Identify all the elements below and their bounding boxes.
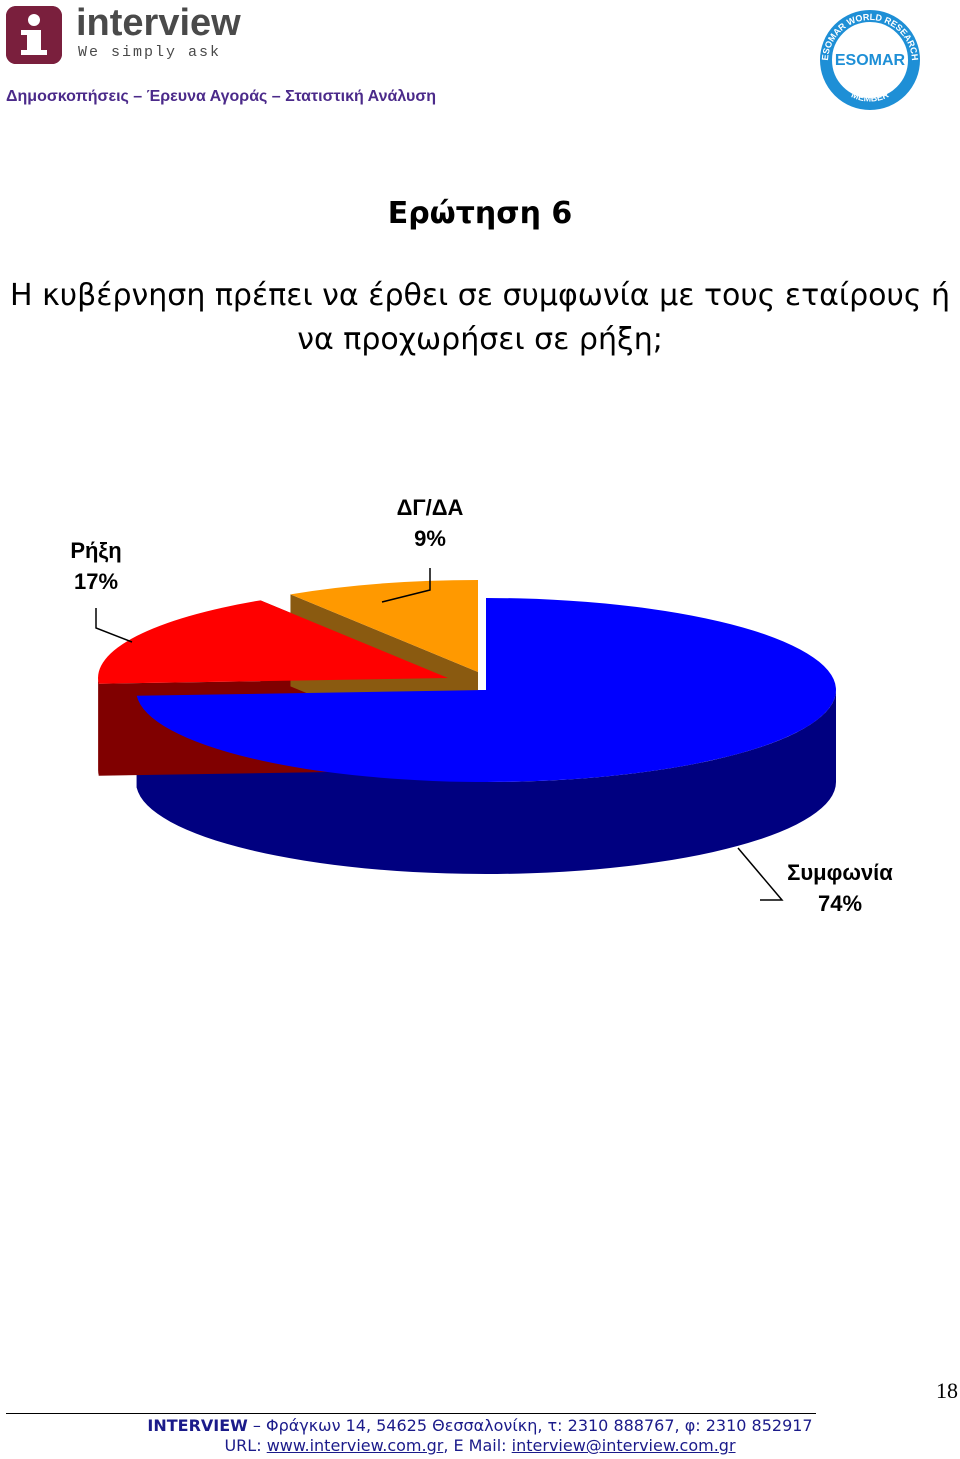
leader-line-1 — [95, 608, 133, 643]
question-title: Ερώτηση 6 — [387, 196, 573, 231]
svg-text:MEMBER: MEMBER — [850, 89, 891, 103]
slice-value-1: 17% — [74, 569, 118, 594]
slice-label-2: ΔΓ/ΔΑ — [397, 495, 464, 520]
pie-tops — [98, 580, 836, 782]
slice-label-1: Ρήξη — [70, 538, 121, 563]
question-text: Η κυβέρνηση πρέπει να έρθει σε συμφωνία … — [10, 278, 950, 357]
leader-line-0 — [737, 847, 784, 901]
header-subtitle: Δημοσκοπήσεις – Έρευνα Αγοράς – Στατιστι… — [6, 88, 437, 105]
interview-logo-icon — [6, 6, 62, 64]
footer-company: INTERVIEW — [147, 1416, 248, 1435]
slice-value-0: 74% — [818, 891, 862, 916]
slice-value-2: 9% — [414, 526, 446, 551]
pie-side-1 — [98, 678, 99, 776]
pie-side-0 — [136, 690, 836, 875]
esomar-ring-bottom-text: MEMBER — [850, 89, 891, 103]
leader-line-2 — [381, 568, 431, 603]
pie-slice-2 — [290, 580, 478, 672]
footer-email-label: E Mail: — [453, 1436, 507, 1455]
page-number: 18 — [936, 1378, 958, 1403]
pie-chart: Συμφωνία 74% Ρήξη 17% ΔΓ/ΔΑ 9% — [70, 495, 893, 916]
pie-slice-0 — [136, 598, 836, 782]
footer-contact-line: URL: www.interview.com.gr, E Mail: inter… — [224, 1436, 736, 1455]
brand-tagline: We simply ask — [78, 44, 222, 61]
esomar-member-badge: ESOMAR WORLD RESEARCH MEMBER ESOMAR — [810, 2, 928, 112]
pie-slice-1 — [98, 600, 448, 684]
footer-email-link[interactable]: interview@interview.com.gr — [511, 1436, 736, 1455]
footer-address: Φράγκων 14, 54625 Θεσσαλονίκη, τ: 2310 8… — [265, 1416, 813, 1435]
footer-address-line: INTERVIEW – Φράγκων 14, 54625 Θεσσαλονίκ… — [147, 1416, 813, 1435]
slice-labels: Συμφωνία 74% Ρήξη 17% ΔΓ/ΔΑ 9% — [70, 495, 893, 916]
esomar-center-text: ESOMAR — [835, 52, 906, 69]
brand-name: interview — [76, 2, 241, 44]
footer-url-label: URL: — [224, 1436, 262, 1455]
label-leader-lines — [95, 568, 784, 901]
slice-label-0: Συμφωνία — [787, 860, 893, 885]
footer-divider — [6, 1413, 816, 1414]
footer-url-link[interactable]: www.interview.com.gr — [266, 1436, 444, 1455]
